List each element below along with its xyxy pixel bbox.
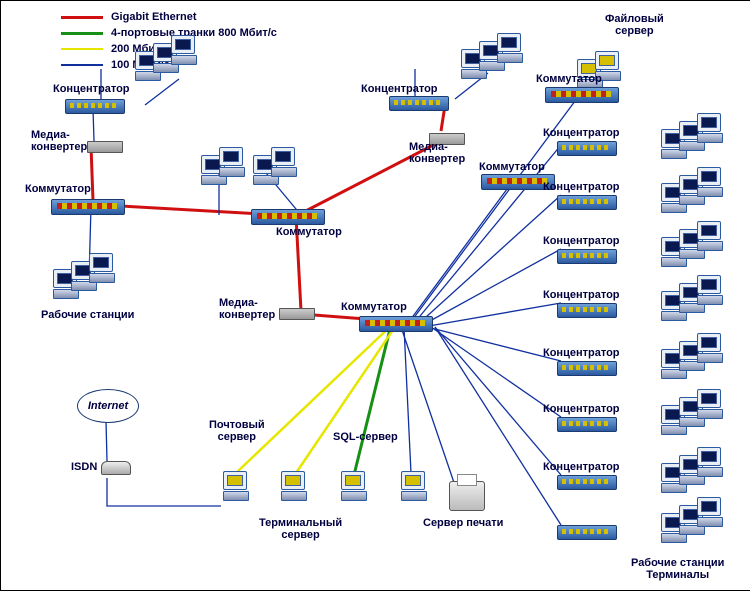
pc-icon	[171, 35, 197, 65]
label-concentrator: Концентратор	[53, 83, 130, 95]
label-terminalserver: Терминальныйсервер	[259, 517, 342, 541]
internet-cloud-icon: Internet	[77, 389, 139, 423]
label-workstations-terminals: Рабочие станцииТерминалы	[631, 557, 724, 581]
label-mailserver: Почтовыйсервер	[209, 419, 265, 443]
legend-item: 4-портовые транки 800 Мбит/с	[61, 25, 277, 41]
concentrator-icon	[557, 303, 617, 318]
media-converter-icon	[87, 141, 123, 153]
isdn-modem-icon	[101, 461, 131, 475]
pc-icon	[89, 253, 115, 283]
legend-item: Gigabit Ethernet	[61, 9, 277, 25]
label-workstations: Рабочие станции	[41, 309, 134, 321]
switch-icon	[51, 199, 125, 215]
label-concentrator: Концентратор	[543, 461, 620, 473]
concentrator-icon	[557, 141, 617, 156]
media-converter-icon	[279, 308, 315, 320]
label-switch: Коммутатор	[341, 301, 407, 313]
pc-icon	[219, 147, 245, 177]
label-switch: Коммутатор	[536, 73, 602, 85]
label-mediaconv: Медиа-конвертер	[219, 297, 275, 321]
pc-icon	[497, 33, 523, 63]
concentrator-icon	[557, 249, 617, 264]
label-switch: Коммутатор	[25, 183, 91, 195]
label-concentrator: Концентратор	[543, 127, 620, 139]
label-printserver: Сервер печати	[423, 517, 503, 529]
label-sqlserver: SQL-сервер	[333, 431, 398, 443]
label-mediaconv: Медиа-конвертер	[409, 141, 465, 165]
label-isdn: ISDN	[71, 461, 97, 473]
network-diagram: Gigabit Ethernet 4-портовые транки 800 М…	[0, 0, 750, 591]
legend-label: Gigabit Ethernet	[111, 11, 197, 23]
switch-icon	[545, 87, 619, 103]
label-concentrator: Концентратор	[543, 235, 620, 247]
concentrator-icon	[557, 525, 617, 540]
label-mediaconv: Медиа-конвертер	[31, 129, 87, 153]
label-concentrator: Концентратор	[543, 289, 620, 301]
label-concentrator: Концентратор	[543, 181, 620, 193]
switch-icon	[251, 209, 325, 225]
label-switch: Коммутатор	[276, 226, 342, 238]
concentrator-icon	[557, 475, 617, 490]
concentrator-icon	[389, 96, 449, 111]
label-concentrator: Концентратор	[543, 403, 620, 415]
pc-icon	[271, 147, 297, 177]
printer-icon	[449, 481, 485, 511]
label-fileserver: Файловыйсервер	[605, 13, 664, 37]
label-concentrator: Концентратор	[543, 347, 620, 359]
concentrator-icon	[557, 417, 617, 432]
label-switch: Коммутатор	[479, 161, 545, 173]
concentrator-icon	[557, 195, 617, 210]
concentrator-icon	[65, 99, 125, 114]
label-concentrator: Концентратор	[361, 83, 438, 95]
switch-icon	[359, 316, 433, 332]
concentrator-icon	[557, 361, 617, 376]
